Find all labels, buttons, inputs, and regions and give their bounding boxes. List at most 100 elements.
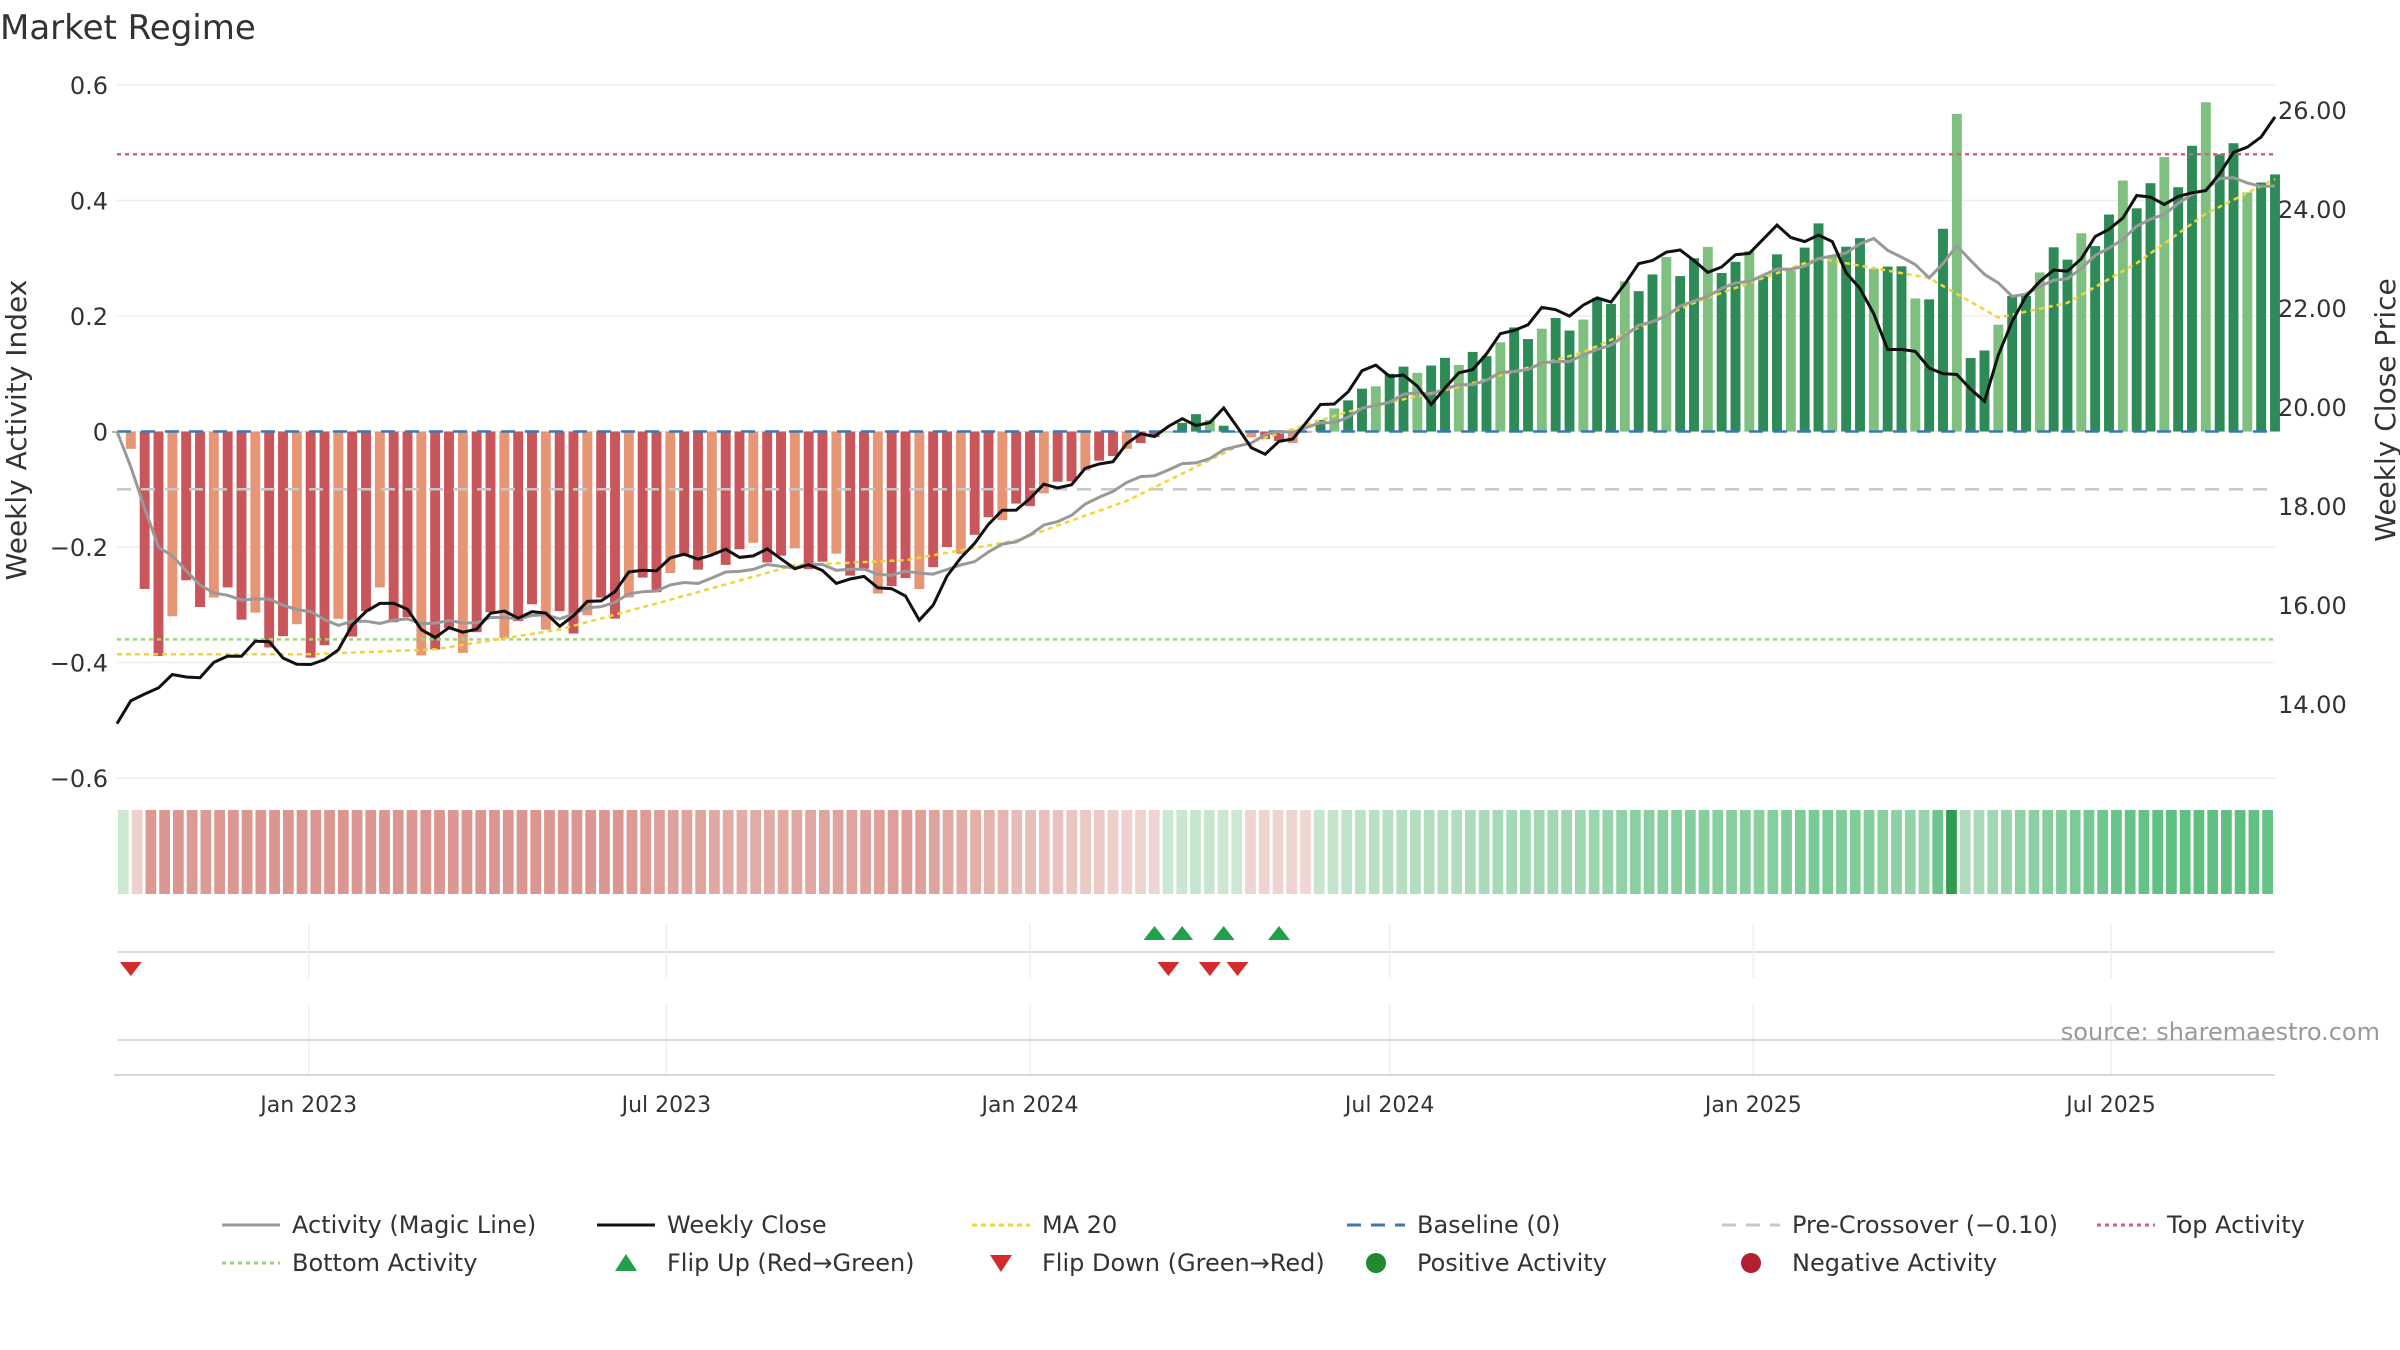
y-left-tick-label: −0.2 <box>50 534 108 562</box>
regime-cell <box>1451 810 1463 894</box>
activity-bar <box>2173 187 2184 432</box>
activity-bar <box>527 431 537 605</box>
regime-cell <box>502 810 514 894</box>
regime-cell <box>1300 810 1311 894</box>
y-left-tick-label: 0.2 <box>70 303 108 331</box>
regime-cell <box>915 810 926 894</box>
regime-cell <box>145 810 157 894</box>
regime-cell <box>1437 810 1449 894</box>
regime-cell <box>186 810 198 894</box>
regime-cell <box>1272 810 1284 894</box>
y-right-tick-label: 24.00 <box>2278 196 2347 224</box>
activity-bar <box>1121 431 1132 449</box>
regime-cell <box>2221 810 2232 894</box>
activity-bar <box>1370 386 1381 432</box>
regime-cell <box>2166 810 2177 894</box>
regime-cell <box>1877 810 1889 894</box>
regime-cell <box>557 810 569 894</box>
regime-cell <box>214 810 225 894</box>
x-tick-label: Jan 2024 <box>980 1093 1079 1118</box>
activity-bar <box>748 431 759 543</box>
regime-cell <box>2014 810 2026 894</box>
x-tick-label: Jul 2025 <box>2064 1093 2156 1118</box>
regime-cell <box>1368 810 1380 894</box>
regime-cell <box>200 810 212 894</box>
x-tick-label: Jul 2024 <box>1343 1093 1435 1118</box>
regime-cell <box>447 810 459 894</box>
regime-cell <box>379 810 390 894</box>
regime-cell <box>1107 810 1119 894</box>
regime-cell <box>2138 810 2150 894</box>
legend-item: Positive Activity <box>1366 1249 1607 1277</box>
activity-bar <box>1163 431 1174 433</box>
regime-cell <box>1794 810 1806 894</box>
activity-bar <box>1426 365 1437 432</box>
legend-item: Negative Activity <box>1741 1249 1997 1277</box>
activity-bar <box>2117 180 2128 432</box>
activity-bar <box>2007 295 2018 432</box>
activity-bar <box>1315 419 1326 432</box>
legend-swatch <box>615 1254 637 1271</box>
activity-bar <box>568 431 579 634</box>
activity-bar <box>817 431 828 562</box>
regime-cell <box>667 810 679 894</box>
regime-cell <box>2152 810 2164 894</box>
regime-cell <box>1066 810 1078 894</box>
flip-down-marker <box>1226 962 1249 976</box>
activity-bar <box>679 431 690 557</box>
flip-up-marker <box>1171 926 1194 940</box>
activity-bar <box>457 431 468 653</box>
activity-bar <box>1799 247 1810 432</box>
flip-down-marker <box>1198 962 1221 976</box>
regime-cell <box>1973 810 1985 894</box>
activity-bar <box>1329 408 1340 432</box>
activity-bar <box>1509 327 1520 432</box>
regime-cell <box>1162 810 1174 894</box>
activity-bar <box>1592 298 1603 432</box>
legend-item: Flip Up (Red→Green) <box>615 1249 915 1277</box>
legend-item: Bottom Activity <box>222 1249 477 1277</box>
regime-cell <box>1574 810 1586 894</box>
regime-cell <box>1836 810 1847 894</box>
activity-bar <box>2270 174 2280 432</box>
activity-bar <box>1108 431 1118 457</box>
activity-bar <box>1993 324 2004 432</box>
legend-item: Flip Down (Green→Red) <box>990 1249 1325 1277</box>
activity-bar <box>1550 317 1561 432</box>
legend-label: Negative Activity <box>1792 1249 1997 1277</box>
activity-bar <box>1232 431 1243 433</box>
activity-bar <box>2090 246 2101 432</box>
y-left-tick-label: −0.6 <box>50 765 108 793</box>
activity-bar <box>1730 261 1741 432</box>
regime-cell <box>709 810 720 894</box>
regime-cell <box>1135 810 1146 894</box>
regime-cell <box>1203 810 1215 894</box>
activity-bar <box>693 431 703 570</box>
activity-bar <box>1647 274 1658 432</box>
regime-cell <box>2001 810 2012 894</box>
y-left-tick-label: 0 <box>93 419 108 447</box>
chart-title: Market Regime <box>0 8 256 48</box>
activity-bar <box>1924 299 1935 432</box>
regime-cell <box>118 810 129 894</box>
regime-cell <box>942 810 954 894</box>
activity-bar <box>2187 145 2197 432</box>
activity-bar <box>969 431 980 535</box>
activity-bar <box>1938 228 1948 432</box>
activity-bar <box>2242 192 2253 432</box>
regime-cell <box>159 810 170 894</box>
regime-cell <box>1629 810 1641 894</box>
flip-up-marker <box>1268 926 1290 940</box>
activity-bar <box>1467 351 1478 432</box>
activity-bar <box>499 431 510 639</box>
regime-cell <box>1959 810 1971 894</box>
activity-bar <box>1052 431 1063 482</box>
activity-bar <box>2034 272 2045 432</box>
activity-bar <box>610 431 620 619</box>
source-text: source: sharemaestro.com <box>2061 1018 2380 1046</box>
activity-bar <box>1744 251 1755 432</box>
regime-cell <box>1217 810 1229 894</box>
regime-cell <box>489 810 500 894</box>
activity-bar <box>582 431 593 616</box>
activity-bar <box>596 431 607 598</box>
